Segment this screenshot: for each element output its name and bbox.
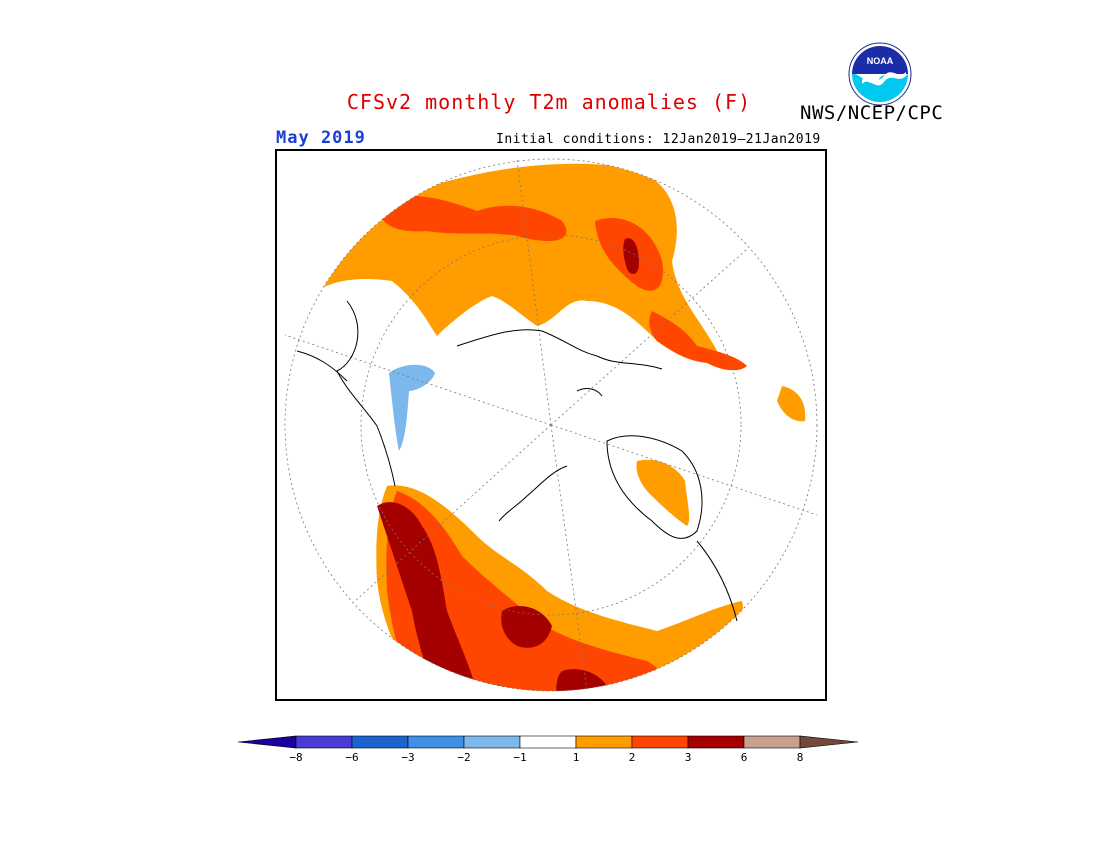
legend-bin-8	[687, 735, 745, 749]
legend-tick-label: 1	[573, 751, 580, 764]
anomaly-region-europe	[377, 195, 567, 241]
organization-label: NWS/NCEP/CPC	[800, 102, 944, 124]
initial-conditions-label: Initial conditions: 12Jan2019–21Jan2019	[496, 132, 821, 147]
legend-bin-0	[238, 735, 297, 749]
legend-tick-label: −1	[513, 751, 526, 764]
color-legend: −8 −6 −3 −2 −1 1 2 3 6 8	[238, 735, 859, 764]
legend-tick-label: 2	[629, 751, 636, 764]
legend-bin-1	[295, 735, 353, 749]
anomaly-region-east-core	[556, 669, 607, 691]
polar-map	[284, 158, 818, 692]
legend-bin-5	[519, 735, 577, 749]
legend-bin-10	[799, 735, 859, 749]
anomaly-field	[317, 163, 806, 691]
legend-tick-label: −3	[401, 751, 414, 764]
logo-text: NOAA	[867, 56, 894, 66]
anomaly-region-pacific-rim	[649, 311, 747, 371]
anomaly-region-cold	[389, 364, 435, 451]
legend-bin-6	[575, 735, 633, 749]
anomaly-region-alaska	[777, 386, 806, 422]
map-panel	[275, 149, 827, 701]
chart-title: CFSv2 monthly T2m anomalies (F)	[0, 90, 1100, 114]
legend-bin-4	[463, 735, 521, 749]
legend-tick-label: −8	[289, 751, 302, 764]
coastlines	[296, 300, 738, 622]
legend-tick-label: 6	[741, 751, 748, 764]
title-text: CFSv2 monthly T2m anomalies (F)	[346, 90, 752, 114]
legend-bin-3	[407, 735, 465, 749]
noaa-logo: NOAA	[848, 42, 912, 106]
legend-bin-9	[743, 735, 801, 749]
graticule	[284, 158, 818, 692]
anomaly-region-greenland	[636, 459, 690, 526]
valid-month-label: May 2019	[276, 128, 366, 148]
legend-bin-2	[351, 735, 409, 749]
anomaly-region-canada-core	[501, 606, 552, 648]
legend-tick-label: 8	[797, 751, 804, 764]
legend-tick-label: −6	[345, 751, 358, 764]
legend-tick-label: −2	[457, 751, 470, 764]
legend-bin-7	[631, 735, 689, 749]
anomaly-region-siberia-core	[623, 238, 639, 275]
anomaly-region-north-america-core	[377, 502, 477, 691]
legend-tick-label: 3	[685, 751, 692, 764]
